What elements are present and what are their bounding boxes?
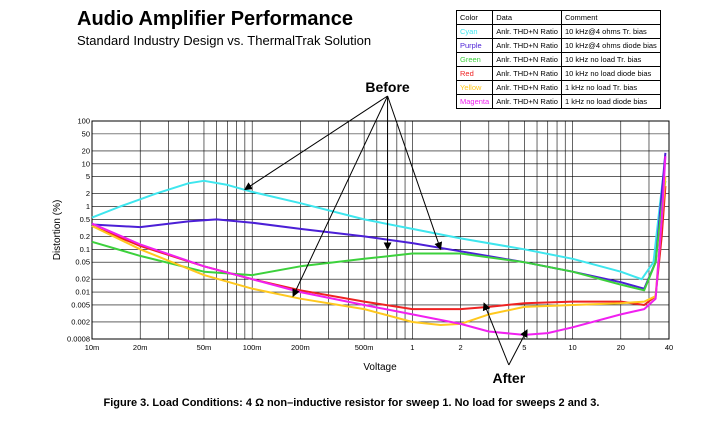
x-tick-label: 10m bbox=[85, 343, 100, 352]
x-tick-label: 10 bbox=[568, 343, 576, 352]
x-tick-label: 40 bbox=[665, 343, 673, 352]
plot-frame bbox=[91, 120, 670, 340]
legend-color-name: Red bbox=[455, 66, 494, 81]
series-line-purple bbox=[91, 152, 667, 290]
x-tick-label: 5 bbox=[522, 343, 526, 352]
series-line-red bbox=[91, 186, 667, 311]
annotation-arrow bbox=[292, 95, 389, 298]
y-tick-label: 2 bbox=[86, 189, 90, 198]
y-tick-label: 0.01 bbox=[75, 288, 90, 297]
y-axis-label: Distortion (%) bbox=[52, 200, 63, 261]
annotation-arrow bbox=[508, 329, 528, 366]
x-axis-label: Voltage bbox=[363, 362, 397, 373]
figure-caption: Figure 3. Load Conditions: 4 Ω non–induc… bbox=[103, 397, 600, 409]
x-tick-label: 1 bbox=[410, 343, 414, 352]
y-tick-label: 0.1 bbox=[80, 245, 90, 254]
series-line-green bbox=[91, 180, 667, 292]
legend-row: Purple Anlr. THD+N Ratio 10 kHz@4 ohms d… bbox=[455, 38, 661, 53]
x-tick-label: 500m bbox=[355, 343, 374, 352]
legend-row: Magenta Anlr. THD+N Ratio 1 kHz no load … bbox=[455, 94, 661, 109]
annotation-arrow bbox=[387, 95, 443, 251]
y-tick-label: 10 bbox=[82, 159, 90, 168]
x-tick-label: 200m bbox=[291, 343, 310, 352]
chart-title: Audio Amplifier Performance bbox=[77, 8, 353, 30]
y-tick-label: 0.2 bbox=[80, 232, 90, 241]
y-tick-label: 0.05 bbox=[75, 258, 90, 267]
y-tick-label: 0.005 bbox=[71, 300, 90, 309]
legend-header-row: Color Data Comment bbox=[455, 10, 661, 25]
annotation-arrow bbox=[482, 302, 510, 366]
x-tick-label: 100m bbox=[243, 343, 262, 352]
series-line-yellow bbox=[91, 176, 667, 326]
legend-row: Red Anlr. THD+N Ratio 10 kHz no load dio… bbox=[455, 66, 661, 81]
y-tick-label: 50 bbox=[82, 129, 90, 138]
chart-subtitle: Standard Industry Design vs. ThermalTrak… bbox=[77, 33, 372, 48]
y-tick-label: 0.5 bbox=[80, 215, 90, 224]
legend-table: Color Data Comment Cyan Anlr. THD+N Rati… bbox=[455, 10, 661, 109]
series-line-cyan bbox=[91, 173, 665, 281]
legend-color-name: Magenta bbox=[455, 94, 494, 109]
y-tick-label: 0.002 bbox=[71, 317, 90, 326]
legend-comment: 1 kHz no load diode bias bbox=[560, 94, 661, 109]
annotation-arrow bbox=[244, 95, 388, 191]
y-tick-label: 0.0008 bbox=[67, 335, 90, 344]
y-tick-label: 20 bbox=[82, 146, 90, 155]
legend-row: Yellow Anlr. THD+N Ratio 1 kHz no load T… bbox=[455, 80, 661, 95]
x-tick-label: 20m bbox=[133, 343, 148, 352]
y-tick-label: 100 bbox=[77, 117, 90, 126]
x-tick-label: 50m bbox=[197, 343, 212, 352]
legend-color-name: Green bbox=[455, 52, 494, 67]
x-tick-label: 2 bbox=[459, 343, 463, 352]
y-tick-label: 0.02 bbox=[75, 275, 90, 284]
series-line-magenta bbox=[91, 156, 667, 336]
y-tick-label: 5 bbox=[86, 172, 90, 181]
x-tick-label: 20 bbox=[617, 343, 625, 352]
annotation-after: After bbox=[492, 370, 525, 386]
annotation-before: Before bbox=[365, 79, 410, 95]
y-tick-label: 1 bbox=[86, 202, 90, 211]
